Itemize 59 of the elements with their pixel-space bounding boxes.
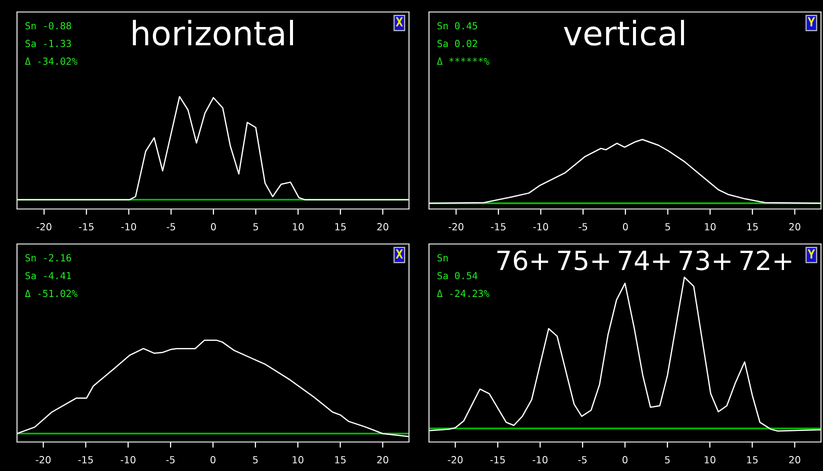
x-tick-label: 10 — [704, 456, 716, 464]
text: 75+ — [558, 250, 609, 270]
x-tick-label: 15 — [747, 223, 758, 230]
x-tick-label: 20 — [377, 223, 388, 230]
x-tick-label: 5 — [253, 223, 258, 230]
x-tick-label: 15 — [335, 456, 346, 464]
x-tick-label: -5 — [578, 456, 587, 464]
text: Y — [808, 17, 816, 26]
x-tick-label: 15 — [335, 223, 346, 230]
text: Sn — [438, 254, 448, 262]
x-tick-label: 5 — [253, 456, 258, 464]
x-tick-label: -15 — [78, 223, 94, 230]
text: 74+ — [618, 250, 670, 270]
x-tick-label: 10 — [292, 223, 304, 230]
text: Sn -2.16 — [26, 254, 72, 262]
x-tick-label: 15 — [747, 456, 758, 464]
x-tick-label: 10 — [292, 456, 304, 464]
chart-title: vertical — [564, 20, 684, 46]
text: Sn -0.88 — [26, 22, 72, 30]
x-tick-label: -15 — [78, 456, 93, 464]
x-tick-label: 20 — [789, 456, 800, 464]
text: Δ -51.02% — [25, 290, 78, 298]
annotation: Sa 0.54 — [438, 272, 478, 280]
x-tick-label: -20 — [36, 456, 51, 464]
text: Sa -1.33 — [26, 40, 71, 48]
x-tick-label: 0 — [210, 223, 216, 230]
x-tick-label: -20 — [448, 456, 463, 464]
text: Δ -34.02% — [25, 58, 78, 65]
x-tick-label: -5 — [166, 456, 175, 464]
text: Δ ******% — [437, 58, 490, 65]
text: 72+ — [740, 250, 792, 270]
x-tick-label: 0 — [622, 456, 628, 464]
x-tick-label: -10 — [532, 456, 548, 464]
text: 73+ — [680, 250, 730, 270]
x-tick-label: -20 — [448, 223, 464, 230]
x-tick-label: -20 — [36, 223, 52, 230]
text: Sn 0.45 — [438, 22, 478, 30]
x-tick-label: 20 — [789, 223, 800, 230]
x-tick-label: -5 — [166, 223, 176, 230]
x-tick-label: 5 — [665, 456, 670, 464]
text: X — [396, 249, 403, 258]
x-tick-label: -15 — [490, 223, 506, 230]
text: 76+ — [497, 250, 548, 270]
x-tick-label: -10 — [533, 223, 548, 230]
annotation: Δ -24.23% — [437, 290, 490, 298]
x-tick-label: 0 — [622, 223, 628, 230]
text: Sa 0.02 — [438, 40, 477, 48]
text: Y — [808, 249, 816, 258]
x-tick-label: 10 — [704, 223, 716, 230]
x-tick-label: -15 — [490, 456, 505, 464]
chart-title: horizontal — [132, 20, 294, 46]
text: X — [396, 17, 403, 26]
x-tick-label: -5 — [578, 223, 588, 230]
x-tick-label: -10 — [120, 456, 136, 464]
x-tick-label: 0 — [210, 456, 216, 464]
x-tick-label: -10 — [121, 223, 136, 230]
text: Sa -4.41 — [26, 272, 72, 280]
x-tick-label: 5 — [665, 223, 670, 230]
x-tick-label: 20 — [377, 456, 388, 464]
